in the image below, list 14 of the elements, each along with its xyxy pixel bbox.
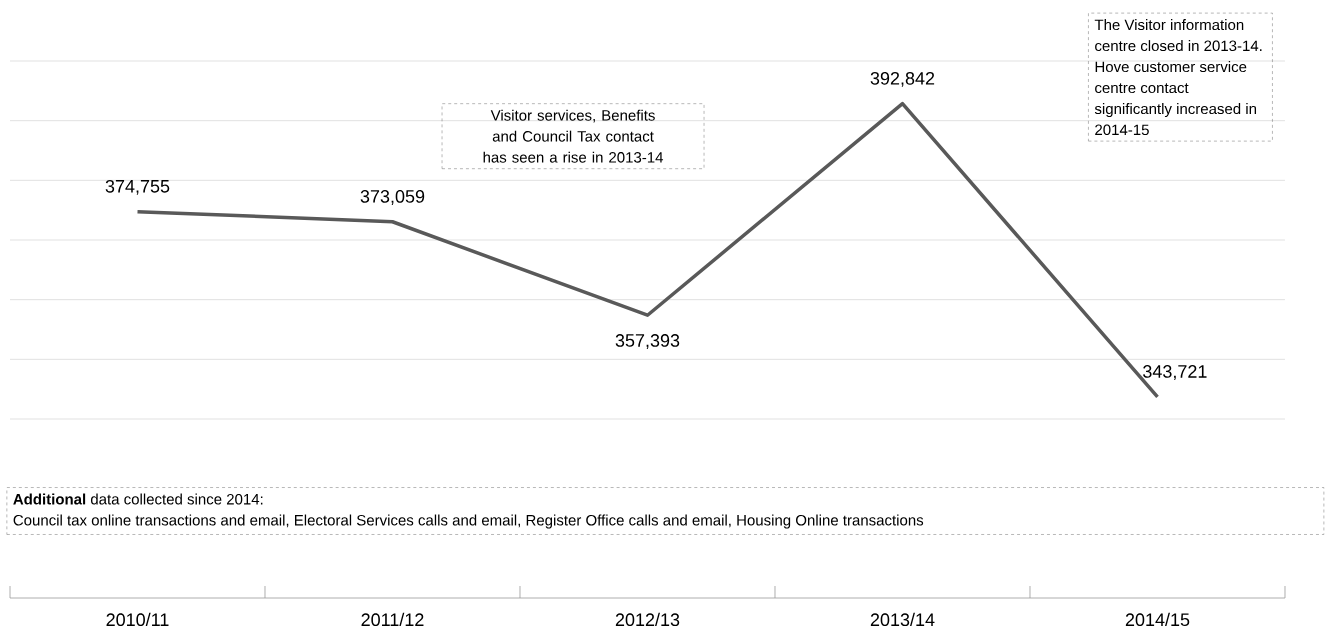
annotation: Visitor services, Benefits and Council Tax contact has seen a rise in 2013-14 [483, 109, 664, 163]
x-tick-label: 2012/13 [615, 612, 680, 627]
x-tick-label: 2011/12 [361, 612, 424, 627]
annotation: The Visitor information centre closed in 2013-14. Hove customer service centre contact significantly increased in 2014-15 [1094, 19, 1262, 136]
data-label: 392,842 [870, 71, 935, 87]
data-label: 373,059 [360, 190, 425, 205]
data-label: 343,721 [1143, 365, 1207, 380]
annotation: Additional data collected since 2014: [13, 493, 263, 505]
data-label: 357,393 [615, 334, 680, 349]
x-tick-label: 2010/11 [106, 612, 169, 627]
annotation: Council tax online transactions and email, Electoral Services calls and email, Register Office calls and email, Housing Online transactions [13, 514, 924, 529]
data-label: 374,755 [105, 179, 170, 195]
x-tick-label: 2014/15 [1125, 612, 1190, 627]
x-tick-label: 2013/14 [870, 612, 935, 627]
